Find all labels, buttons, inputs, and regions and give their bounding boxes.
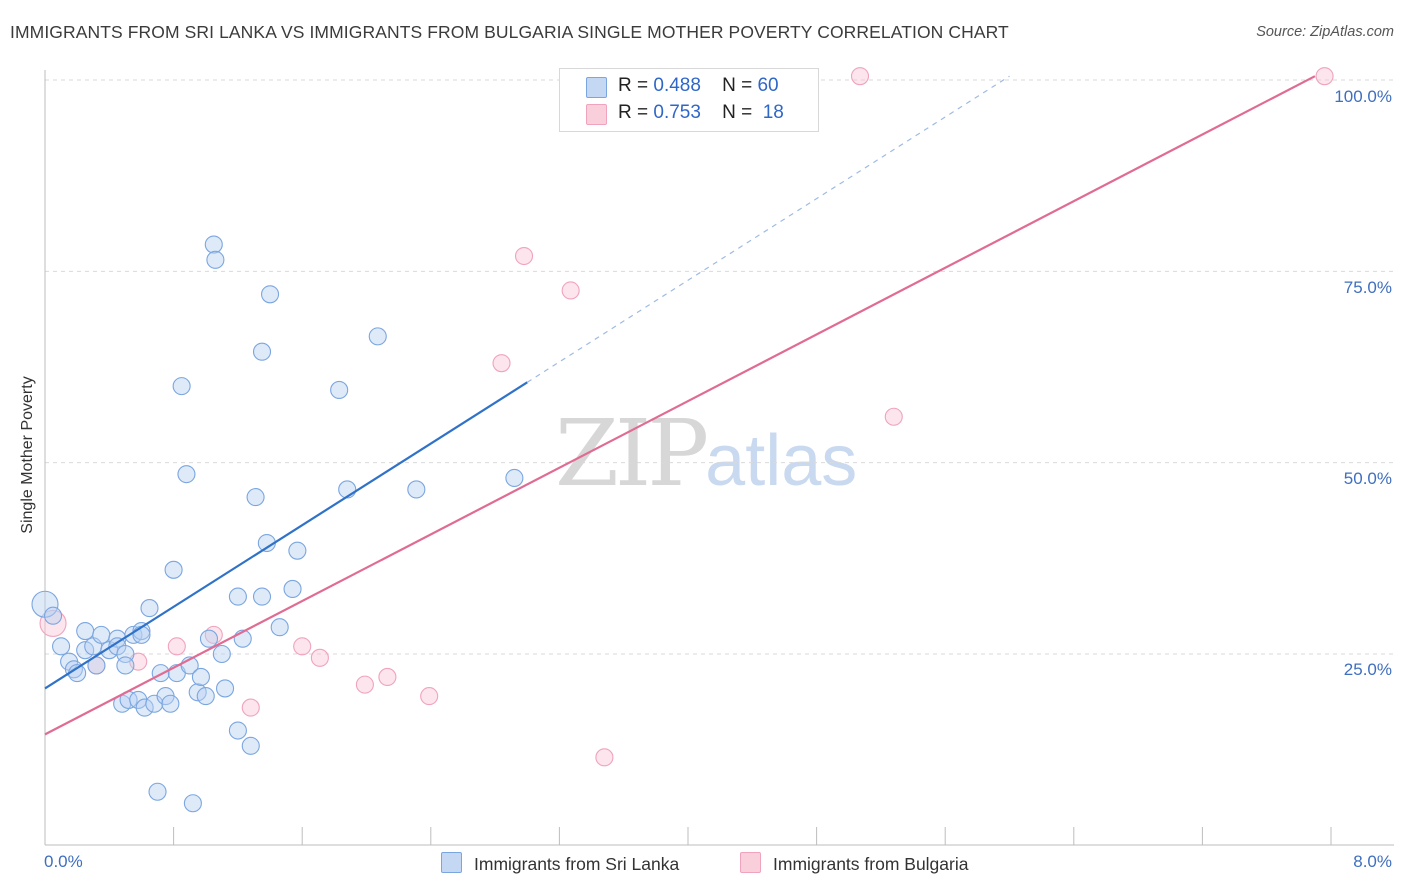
bottom-legend-label-bulgaria: Immigrants from Bulgaria: [773, 854, 969, 874]
legend-text-sri-lanka: R = 0.488 N = 60: [618, 75, 779, 97]
sri-lanka-point: [92, 625, 111, 644]
sri-lanka-point: [407, 480, 426, 499]
bulgaria-point: [310, 648, 329, 667]
bulgaria-point: [595, 748, 614, 767]
sri-lanka-point: [135, 698, 154, 717]
bulgaria-point: [1315, 67, 1334, 86]
sri-lanka-point: [330, 380, 349, 400]
bottom-legend-sri-lanka: Immigrants from Sri Lanka: [441, 852, 679, 875]
sri-lanka-point: [228, 721, 247, 740]
sri-lanka-point: [164, 560, 183, 579]
bottom-legend-bulgaria: Immigrants from Bulgaria: [740, 852, 968, 875]
sri-lanka-point: [172, 377, 191, 396]
legend-n-value: 18: [762, 102, 784, 123]
sri-lanka-point: [191, 667, 210, 687]
sri-lanka-point: [228, 587, 247, 606]
legend-r-value: 0.753: [653, 102, 701, 123]
chart-title: IMMIGRANTS FROM SRI LANKA VS IMMIGRANTS …: [10, 22, 1009, 42]
bulgaria-point: [420, 687, 439, 706]
bulgaria-point: [561, 281, 580, 300]
y-tick-75: 75.0%: [1343, 278, 1392, 297]
sri-lanka-point: [204, 235, 223, 254]
watermark: ZIPatlas: [555, 400, 857, 507]
sri-lanka-point: [43, 606, 63, 625]
bulgaria-point: [492, 354, 511, 373]
sri-lanka-point: [241, 736, 260, 755]
sri-lanka-point: [252, 342, 272, 361]
bulgaria-point: [884, 407, 903, 426]
sri-lanka-point: [206, 250, 225, 269]
sri-lanka-point: [505, 468, 524, 488]
bottom-legend-swatch-bulgaria: [740, 852, 761, 873]
bulgaria-point: [514, 246, 534, 266]
bulgaria-point: [241, 698, 260, 717]
y-tick-100: 100.0%: [1334, 87, 1392, 106]
y-tick-50: 50.0%: [1343, 469, 1392, 488]
sri-lanka-point: [161, 694, 180, 713]
sri-lanka-point: [76, 621, 95, 641]
sri-lanka-point: [183, 794, 202, 813]
sri-lanka-point: [116, 656, 135, 675]
sri-lanka-point: [260, 285, 280, 304]
bulgaria-point: [355, 675, 374, 694]
x-tick-max: 8.0%: [1353, 852, 1392, 871]
legend-r-label: R =: [618, 75, 649, 96]
legend-r-value: 0.488: [653, 75, 701, 96]
source-credit: Source: ZipAtlas.com: [1256, 24, 1394, 40]
sri-lanka-point: [177, 465, 196, 484]
sri-lanka-point: [288, 541, 307, 560]
legend-n-value: 60: [757, 75, 779, 96]
sri-lanka-point: [132, 625, 151, 644]
sri-lanka-point: [151, 664, 170, 683]
bottom-legend-swatch-sri-lanka: [441, 852, 462, 873]
bulgaria-point: [293, 637, 312, 656]
correlation-legend: R = 0.488 N = 60 R = 0.753 N = 18: [559, 68, 819, 132]
bulgaria-point: [167, 637, 186, 656]
legend-swatch-sri-lanka: [586, 77, 607, 98]
legend-r-label: R =: [618, 102, 649, 123]
sri-lanka-point: [212, 644, 231, 664]
sri-lanka-trendline: [44, 381, 528, 690]
y-tick-25: 25.0%: [1343, 660, 1392, 679]
sri-lanka-point: [283, 579, 302, 598]
sri-lanka-point: [148, 782, 167, 801]
sri-lanka-point: [246, 488, 265, 507]
bulgaria-point: [850, 67, 870, 86]
sri-lanka-point: [199, 629, 219, 648]
sri-lanka-point: [368, 327, 387, 346]
bulgaria-trendline: [44, 75, 1316, 736]
sri-lanka-point: [215, 679, 235, 698]
legend-swatch-bulgaria: [586, 104, 607, 125]
watermark-zip: ZIP: [555, 400, 709, 507]
sri-lanka-point: [196, 687, 215, 706]
sri-lanka-point: [52, 637, 71, 656]
sri-lanka-point: [252, 587, 272, 606]
sri-lanka-point: [270, 618, 289, 637]
sri-lanka-point: [140, 599, 159, 618]
legend-text-bulgaria: R = 0.753 N = 18: [618, 102, 784, 124]
sri-lanka-point: [132, 621, 151, 641]
bottom-legend-label-sri-lanka: Immigrants from Sri Lanka: [474, 854, 680, 874]
legend-n-label: N =: [722, 102, 753, 123]
bulgaria-point: [378, 667, 397, 687]
x-tick-min: 0.0%: [44, 852, 83, 871]
legend-n-label: N =: [722, 75, 753, 96]
y-axis-label: Single Mother Poverty: [19, 376, 36, 534]
watermark-atlas: atlas: [705, 421, 858, 501]
